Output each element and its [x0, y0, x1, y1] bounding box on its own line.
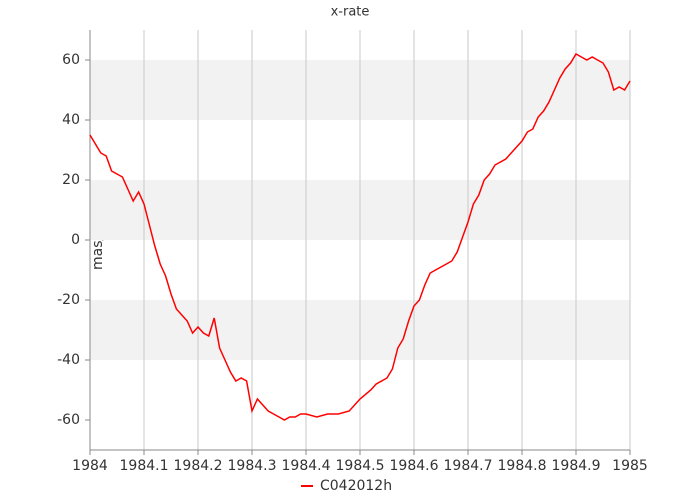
y-tick-label: 60	[62, 52, 80, 68]
x-tick-label: 1984.1	[120, 458, 169, 474]
x-tick-label: 1984.3	[228, 458, 277, 474]
y-tick-label: 20	[62, 172, 80, 188]
x-tick-label: 1984.5	[336, 458, 385, 474]
x-tick-label: 1984	[72, 458, 108, 474]
x-tick-label: 1984.2	[174, 458, 223, 474]
legend-label: C042012h	[320, 478, 392, 494]
y-tick-label: 40	[62, 112, 80, 128]
x-tick-label: 1985	[612, 458, 648, 474]
x-tick-label: 1984.7	[444, 458, 493, 474]
x-tick-label: 1984.9	[552, 458, 601, 474]
y-tick-label: -60	[57, 412, 80, 428]
y-tick-label: -40	[57, 352, 80, 368]
chart-title: x-rate	[331, 5, 370, 20]
y-tick-label: -20	[57, 292, 80, 308]
x-tick-label: 1984.4	[282, 458, 331, 474]
x-tick-label: 1984.8	[498, 458, 547, 474]
data-line	[89, 52, 631, 421]
x-tick-label: 1984.6	[390, 458, 439, 474]
y-tick-label: 0	[71, 232, 80, 248]
